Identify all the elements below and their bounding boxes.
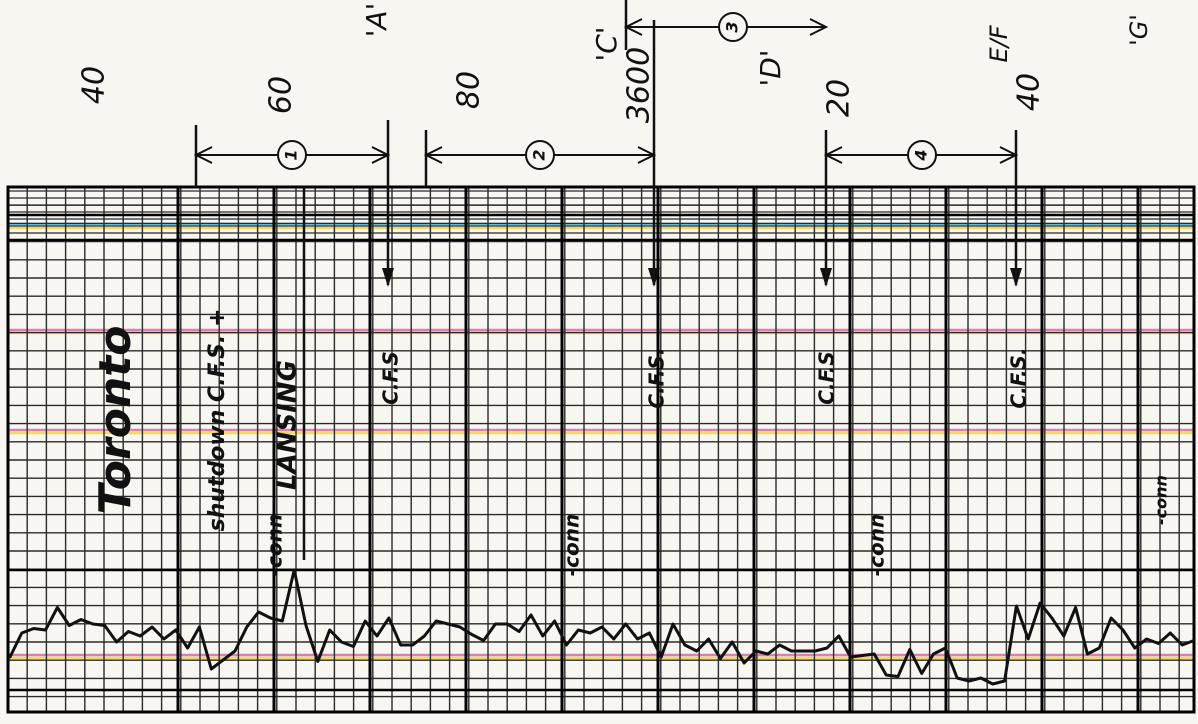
segment-bracket-arrow-right — [999, 146, 1019, 164]
segment-bracket-arrow-right — [637, 146, 657, 164]
top-scale-tick: 20 — [822, 79, 857, 117]
cfs-label-c: C.F.S. — [645, 347, 669, 408]
segment-number-circle — [907, 140, 937, 170]
segment-number-circle — [277, 140, 307, 170]
marker-label-a: 'A' — [360, 3, 393, 38]
handwritten-annotations: Toronto shutdown C.F.S. + LANSING -conn -con… — [90, 309, 1171, 577]
marker-label-d: 'D' — [754, 50, 787, 87]
segment-bracket-arrow-right — [371, 146, 391, 164]
segment-number: 4 — [912, 149, 931, 161]
annotation-toronto: Toronto — [90, 325, 141, 514]
segment-number-circle — [525, 140, 555, 170]
event-arrowhead — [382, 268, 394, 287]
chart-frame — [6, 185, 1196, 714]
segment-bracket-arrow-right — [809, 18, 829, 36]
annotation-shutdown: shutdown C.F.S. + — [205, 309, 230, 532]
segment-number: 2 — [530, 149, 549, 160]
annotation-conn1: -conn — [560, 514, 584, 576]
top-scale-tick: 40 — [1012, 73, 1047, 111]
segment-brackets: 1 2 3 4 — [193, 0, 1022, 560]
segment-number: 1 — [282, 149, 301, 160]
annotation-conn3: -conn — [263, 514, 287, 576]
cfs-label-ef: C.F.S. — [1007, 347, 1031, 408]
top-scale-tick: 80 — [452, 71, 487, 109]
top-scale-tick: 40 — [77, 66, 112, 104]
event-arrowhead — [648, 268, 660, 287]
marker-label-ef: E/F — [985, 24, 1013, 62]
segment-number: 3 — [723, 21, 742, 32]
segment-bracket-arrow-left — [193, 146, 213, 164]
annotation-lansing: LANSING — [273, 360, 303, 490]
segment-bracket-arrow-left — [423, 146, 443, 164]
cfs-label-d: C.F.S — [815, 351, 839, 405]
major-gridlines — [8, 187, 1194, 712]
top-scale-tick: 3600 — [622, 47, 657, 123]
annotation-conn4: -conn — [1152, 475, 1171, 525]
segment-number-circle — [718, 12, 748, 42]
signal-trace — [8, 568, 1196, 686]
top-scale-labels: 40 60 80 3600 20 40 'A' 'C' 'D' E/F 'G' — [77, 3, 1154, 123]
segment-bracket-arrow-left — [623, 18, 643, 36]
marker-label-g: 'G' — [1125, 14, 1153, 46]
annotation-conn2: -conn — [865, 514, 889, 576]
segment-bracket-arrow-left — [823, 146, 843, 164]
event-arrowhead — [820, 268, 832, 287]
marker-label-c: 'C' — [590, 27, 623, 62]
event-arrowhead — [1010, 268, 1022, 287]
cfs-label-a: C.F.S — [379, 351, 403, 405]
top-scale-tick: 60 — [264, 76, 299, 114]
signal-trace-line — [8, 568, 1196, 686]
